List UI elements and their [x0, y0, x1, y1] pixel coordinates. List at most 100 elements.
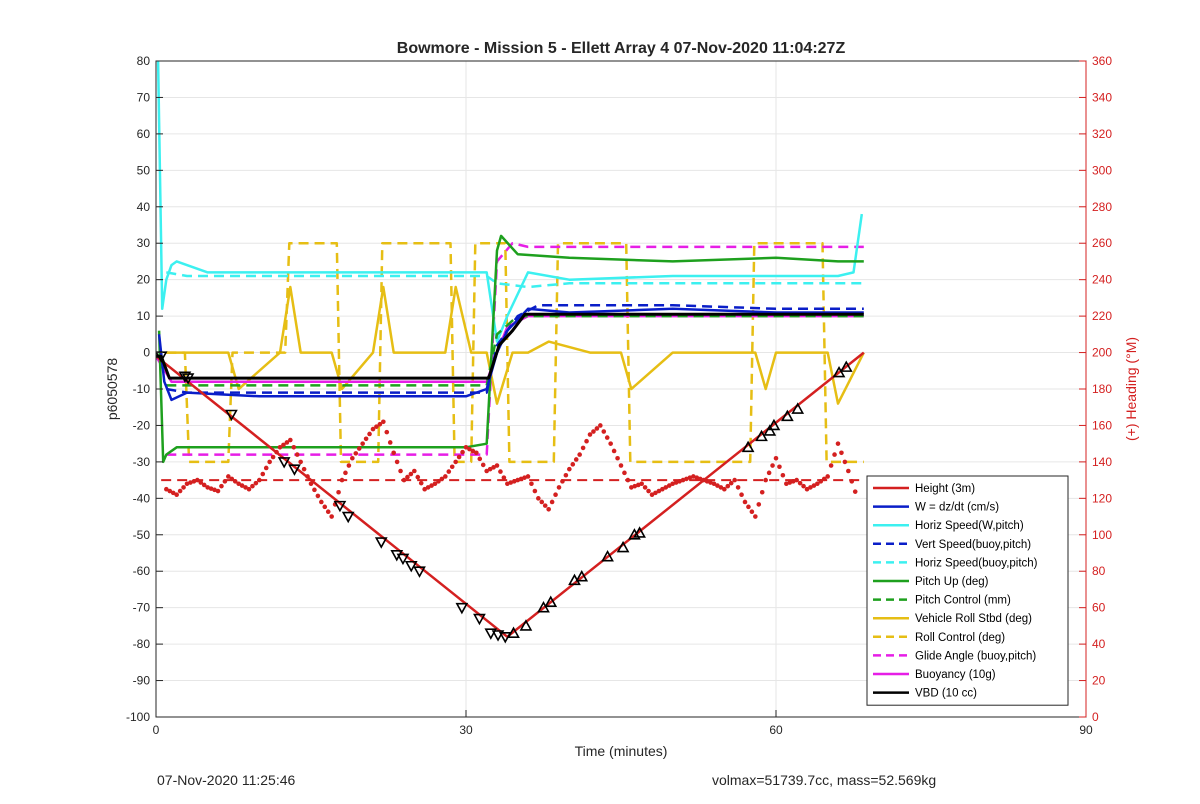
y-tick-label: -90 — [133, 674, 151, 688]
heading-point — [642, 485, 648, 490]
legend-entry: Height (3m) — [915, 483, 975, 495]
heading-point — [542, 503, 548, 508]
height-marker — [601, 549, 614, 562]
heading-point — [474, 450, 479, 456]
heading-point — [763, 477, 768, 483]
heading-point — [294, 452, 300, 457]
heading-point — [422, 486, 427, 492]
heading-point — [608, 441, 613, 446]
heading-point — [846, 468, 851, 474]
heading-point — [425, 485, 431, 490]
heading-point — [408, 471, 414, 477]
heading-point — [649, 492, 655, 497]
legend-entry: Pitch Up (deg) — [915, 576, 989, 588]
heading-point — [219, 483, 224, 489]
height-marker — [616, 540, 630, 553]
y-right-tick-label: 300 — [1092, 163, 1112, 177]
heading-point — [718, 485, 724, 490]
height-marker — [832, 365, 846, 378]
heading-point — [356, 446, 362, 451]
heading-point — [456, 454, 462, 460]
chart-title: Bowmore - Mission 5 - Ellett Array 4 07-… — [397, 40, 846, 57]
heading-point — [229, 476, 235, 482]
height-marker — [755, 429, 768, 442]
heading-point — [284, 440, 290, 445]
height-marker — [519, 619, 533, 631]
heading-point — [270, 454, 276, 460]
heading-point — [263, 465, 269, 471]
heading-point — [398, 468, 403, 474]
heading-point — [484, 468, 489, 474]
height-marker — [763, 424, 777, 436]
heading-point — [436, 479, 441, 484]
height-marker — [741, 440, 755, 453]
height-marker — [633, 526, 646, 538]
heading-point — [360, 441, 365, 446]
y-tick-label: 10 — [137, 309, 151, 323]
heading-point — [821, 476, 827, 482]
series-line-pitch-up-deg — [157, 234, 864, 464]
heading-point — [529, 481, 534, 487]
heading-point — [443, 474, 448, 479]
height-marker — [544, 595, 558, 608]
y-right-tick-label: 280 — [1092, 200, 1112, 214]
y-right-tick-label: 360 — [1092, 54, 1112, 68]
y-right-tick-label: 320 — [1092, 127, 1112, 141]
heading-point — [367, 431, 372, 437]
heading-point — [780, 472, 786, 478]
heading-point — [815, 481, 820, 487]
heading-point — [370, 426, 376, 432]
y-tick-label: 80 — [137, 54, 151, 68]
heading-point — [267, 459, 272, 465]
heading-point — [498, 469, 503, 474]
heading-point — [622, 470, 627, 476]
x-tick-label: 60 — [769, 723, 783, 737]
y-tick-label: -50 — [133, 528, 151, 542]
y-right-tick-label: 160 — [1092, 418, 1112, 432]
height-marker — [396, 553, 410, 566]
heading-point — [715, 483, 720, 488]
heading-point — [539, 499, 545, 505]
heading-point — [804, 486, 810, 492]
heading-point — [818, 479, 824, 484]
y-right-tick-label: 240 — [1092, 273, 1112, 287]
height-marker — [374, 537, 388, 549]
heading-point — [556, 485, 562, 490]
height-marker — [404, 560, 418, 573]
heading-point — [480, 462, 486, 468]
heading-point — [808, 485, 813, 490]
heading-point — [828, 463, 834, 468]
heading-point — [239, 483, 245, 488]
y-tick-label: -20 — [133, 418, 151, 432]
heading-point — [415, 474, 421, 480]
heading-point — [353, 451, 359, 456]
heading-point — [615, 455, 620, 461]
legend-entry: Vehicle Roll Stbd (deg) — [915, 613, 1032, 625]
heading-point — [553, 492, 558, 497]
heading-point — [384, 429, 390, 435]
heading-point — [350, 455, 355, 461]
heading-point — [401, 477, 407, 483]
heading-point — [387, 440, 393, 445]
heading-point — [298, 459, 303, 465]
heading-point — [467, 446, 472, 452]
series-line-vehicle-roll-stbd-deg — [166, 285, 865, 405]
series-line-vbd-10-cc — [156, 312, 864, 380]
legend-entry: Buoyancy (10g) — [915, 669, 996, 681]
heading-point — [663, 485, 669, 490]
heading-point — [532, 488, 538, 494]
y-right-tick-label: 20 — [1092, 674, 1106, 688]
heading-point — [329, 514, 334, 519]
heading-point — [319, 499, 324, 505]
axes: 0 30 60 90-100-90-80-70-60-50-40-30-20-1001… — [126, 54, 1112, 737]
footer-timestamp: 07-Nov-2020 11:25:46 — [157, 772, 296, 788]
y-tick-label: 0 — [143, 346, 150, 360]
heading-point — [666, 483, 672, 488]
heading-point — [491, 465, 496, 470]
heading-point — [232, 479, 238, 484]
height-marker — [277, 457, 291, 469]
heading-point — [236, 481, 241, 487]
y-tick-label: -30 — [133, 455, 151, 469]
y-right-axis-label: (+) Heading (°M) — [1123, 337, 1139, 441]
